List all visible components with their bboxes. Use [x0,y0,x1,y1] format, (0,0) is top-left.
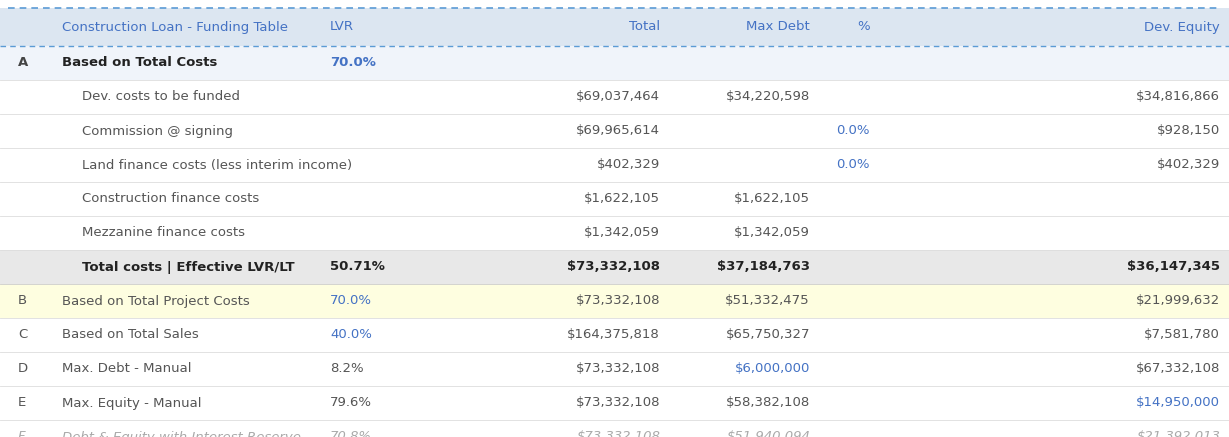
Text: Total: Total [629,21,660,34]
Bar [0,352,1229,386]
Text: $21,392,013: $21,392,013 [1136,430,1220,437]
Bar [0,284,1229,318]
Text: 0.0%: 0.0% [837,125,870,138]
Text: $73,332,108: $73,332,108 [575,363,660,375]
Text: Total costs | Effective LVR/LT: Total costs | Effective LVR/LT [82,260,295,274]
Text: $402,329: $402,329 [1156,159,1220,171]
Text: $1,622,105: $1,622,105 [584,193,660,205]
Text: $36,147,345: $36,147,345 [1127,260,1220,274]
Text: 79.6%: 79.6% [331,396,372,409]
Text: Construction finance costs: Construction finance costs [82,193,259,205]
Text: $69,037,464: $69,037,464 [576,90,660,104]
Text: Dev. Equity: Dev. Equity [1144,21,1220,34]
Text: C: C [18,329,27,341]
Bar [0,114,1229,148]
Text: $34,220,598: $34,220,598 [726,90,810,104]
Text: $73,332,108: $73,332,108 [576,430,660,437]
Bar [0,420,1229,437]
Text: $14,950,000: $14,950,000 [1136,396,1220,409]
Text: Max. Debt - Manual: Max. Debt - Manual [61,363,192,375]
Text: 70.0%: 70.0% [331,295,372,308]
Bar [0,216,1229,250]
Text: $37,184,763: $37,184,763 [717,260,810,274]
Text: Based on Total Project Costs: Based on Total Project Costs [61,295,249,308]
Text: D: D [18,363,28,375]
Text: $34,816,866: $34,816,866 [1136,90,1220,104]
Text: $6,000,000: $6,000,000 [735,363,810,375]
Text: $51,940,094: $51,940,094 [726,430,810,437]
Text: $65,750,327: $65,750,327 [725,329,810,341]
Text: Max. Equity - Manual: Max. Equity - Manual [61,396,202,409]
Text: A: A [18,56,28,69]
Text: $1,622,105: $1,622,105 [734,193,810,205]
Bar [0,8,1229,46]
Bar [0,250,1229,284]
Text: Land finance costs (less interim income): Land finance costs (less interim income) [82,159,353,171]
Text: Commission @ signing: Commission @ signing [82,125,234,138]
Bar [0,182,1229,216]
Text: Mezzanine finance costs: Mezzanine finance costs [82,226,245,239]
Bar [0,80,1229,114]
Text: $73,332,108: $73,332,108 [575,396,660,409]
Text: $1,342,059: $1,342,059 [584,226,660,239]
Bar [0,148,1229,182]
Text: 40.0%: 40.0% [331,329,372,341]
Text: %: % [858,21,870,34]
Text: E: E [18,396,26,409]
Text: $58,382,108: $58,382,108 [726,396,810,409]
Text: Debt & Equity with Interest Reserve: Debt & Equity with Interest Reserve [61,430,301,437]
Text: 0.0%: 0.0% [837,159,870,171]
Text: $164,375,818: $164,375,818 [568,329,660,341]
Text: $928,150: $928,150 [1156,125,1220,138]
Text: 70.8%: 70.8% [331,430,372,437]
Text: Dev. costs to be funded: Dev. costs to be funded [82,90,240,104]
Text: $73,332,108: $73,332,108 [575,295,660,308]
Text: F: F [18,430,26,437]
Text: LVR: LVR [331,21,354,34]
Text: Construction Loan - Funding Table: Construction Loan - Funding Table [61,21,288,34]
Text: 70.0%: 70.0% [331,56,376,69]
Text: $402,329: $402,329 [597,159,660,171]
Bar [0,318,1229,352]
Text: $67,332,108: $67,332,108 [1136,363,1220,375]
Bar [0,46,1229,80]
Text: Based on Total Sales: Based on Total Sales [61,329,199,341]
Text: 50.71%: 50.71% [331,260,385,274]
Text: $51,332,475: $51,332,475 [725,295,810,308]
Text: B: B [18,295,27,308]
Text: 8.2%: 8.2% [331,363,364,375]
Text: $69,965,614: $69,965,614 [576,125,660,138]
Text: $73,332,108: $73,332,108 [567,260,660,274]
Bar [0,386,1229,420]
Text: $21,999,632: $21,999,632 [1136,295,1220,308]
Text: Based on Total Costs: Based on Total Costs [61,56,218,69]
Text: Max Debt: Max Debt [746,21,810,34]
Text: $7,581,780: $7,581,780 [1144,329,1220,341]
Text: $1,342,059: $1,342,059 [734,226,810,239]
